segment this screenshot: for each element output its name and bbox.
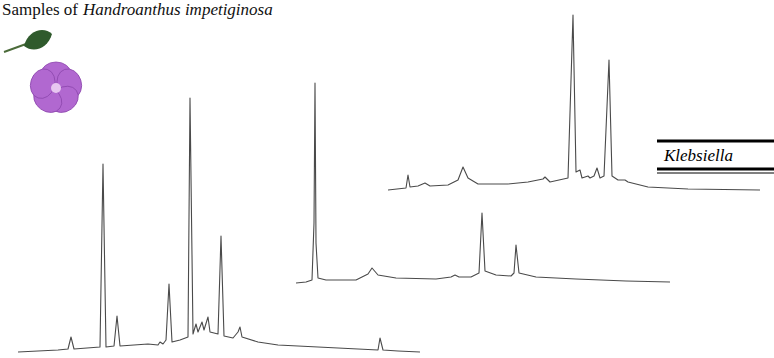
rule (657, 173, 774, 174)
rule (657, 140, 774, 143)
flower-icon (4, 30, 85, 118)
header-species: Handroanthus impetiginosa (82, 0, 273, 19)
trace (388, 15, 760, 190)
organism-box: Klebsiella (657, 141, 774, 173)
chromatogram (296, 83, 670, 283)
stem (4, 44, 26, 52)
organism-label: Klebsiella (663, 146, 733, 165)
chromatogram (18, 98, 420, 352)
chromatogram (388, 15, 760, 190)
rule (657, 168, 774, 171)
figure: Samples ofHandroanthus impetiginosa Klebs… (0, 0, 774, 358)
trace (18, 98, 420, 352)
header-text: Samples of (2, 0, 78, 19)
flower-center (51, 83, 61, 93)
header: Samples ofHandroanthus impetiginosa (2, 0, 273, 19)
leaf (24, 30, 52, 50)
trace (296, 83, 670, 283)
